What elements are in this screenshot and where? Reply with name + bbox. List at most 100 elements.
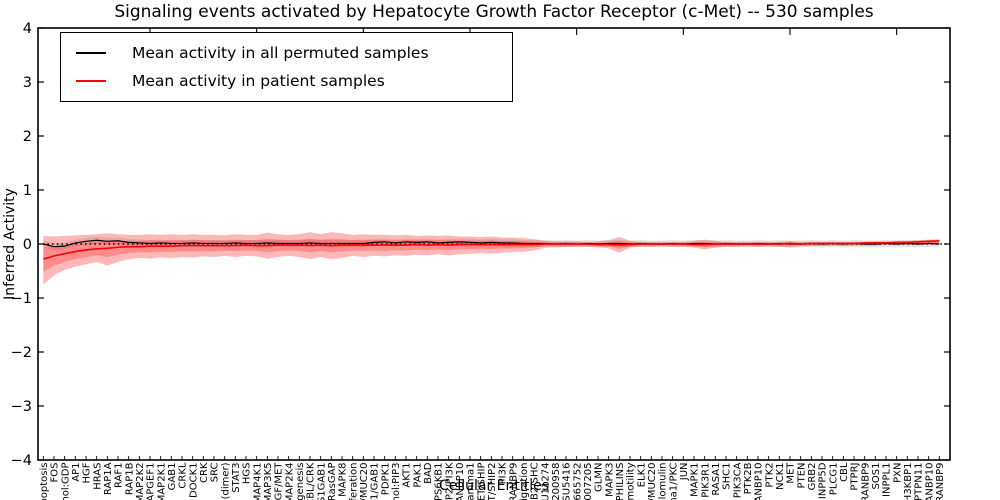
x-category-label: MAP3K5 [263,463,274,500]
x-category-label: cell migration [519,463,530,500]
x-category-label: STAT3 (dimer) [220,462,231,500]
x-category-label: FOS [50,463,61,483]
legend-item: Mean activity in patient samples [61,72,512,90]
x-category-label: PLCG1 [828,463,839,496]
x-category-label: RAF1 [114,463,125,489]
y-tick-label: −3 [11,399,32,415]
x-category-label: HGF/MET/CIN85/CBL/ENDOPHILINS [615,463,626,500]
x-category-label: PTEN [796,463,807,489]
x-category-label: HGF/MET/RANBP10 [455,463,466,500]
y-tick-label: 2 [23,129,32,145]
patient-std-band-inner [43,238,940,272]
x-category-label: PAK1 [412,463,423,488]
x-category-label: MAPK3 [604,463,615,497]
x-category-label: mol:GDP [60,463,71,500]
x-category-label: PTK2B [743,462,754,494]
x-category-label: INPPL1 [882,463,893,497]
x-category-label: SH3KBP1 [903,463,914,500]
x-category-label: cell morphogenesis [295,463,306,500]
x-category-label: GRB2 [807,463,818,491]
x-category-label: cell proliferation [348,463,359,500]
x-category-label: RAP1A [103,462,114,495]
permuted-std-band [43,236,940,251]
x-category-label: HGF/MET/SHIP2 [487,463,498,500]
x-category-label: SHC1 [722,463,733,490]
x-category-label: PXN [892,463,903,483]
x-category-label: GO:0007205 [583,463,594,500]
x-category-label: HGF [82,462,93,483]
x-category-label: MAPK1 [690,463,701,497]
x-category-label: INPP5D [818,462,829,499]
x-category-label: PI3K [498,462,509,484]
x-category-label: EntrezGene:200958 [551,463,562,500]
x-category-label: MET [786,462,797,484]
x-category-label: SOS1 [871,463,882,490]
x-category-label: PLCgamma1/PKC [668,462,679,500]
x-category-label: GRB2/SHC [530,462,541,500]
x-category-label: NCK/PLCgamma1 [466,463,477,500]
x-category-label: HGF/MET [274,462,285,500]
x-category-label: MAP4K1 [252,463,263,500]
x-category-label: NCK1 [775,463,786,490]
x-category-label: STAT3 [231,463,242,493]
x-category-label: HGF/MET/Paxillin/FAK1/FAK12/RasGAP [327,463,338,500]
x-category-label: mol:PIP3 [391,463,402,500]
x-category-label: HRAS [92,463,103,490]
x-category-label: RANBP10 [754,463,765,500]
x-category-label: SRC [210,462,221,482]
x-category-label: cell motility [626,462,637,500]
x-category-label: MAPK8 [338,463,349,497]
patient-std-band-outer [43,232,940,285]
chart-title: Signaling events activated by Hepatocyte… [114,2,874,22]
x-category-label: MET/MUC20 [647,463,658,500]
x-category-label: HGF/MET/RANBP9 [508,463,519,500]
x-category-label: MAP2K2 [135,463,146,500]
x-category-label: PDPK1 [380,463,391,496]
line-swatch-patient [76,80,106,83]
x-category-label: RPS6KB1 [434,463,445,500]
legend-item: Mean activity in all permuted samples [61,44,512,62]
legend: Mean activity in all permuted samples Me… [60,32,513,102]
x-category-label: RAP1B [124,462,135,495]
x-category-label: PTK2 [764,463,775,488]
x-category-label: MAP2K1 [156,463,167,500]
x-category-label: MET/RANBP10 [924,463,935,500]
x-category-label: MET/RANBP9 [935,463,946,500]
x-category-label: MET/Glomulin [658,463,669,500]
x-category-label: ELK1 [636,463,647,488]
y-tick-label: −2 [11,345,32,361]
x-category-label: mol:PHA665752 [572,463,583,500]
x-category-label: CBL/CRK [306,462,317,500]
x-category-label: PTPN11 [914,463,925,500]
y-tick-label: 1 [23,183,32,199]
x-category-label: CBL [839,462,850,482]
x-category-label: RANBP9 [860,463,871,500]
x-category-label: SHP2/GRB2/SOS1/GAB1 [370,463,381,500]
legend-label: Mean activity in all permuted samples [132,43,429,62]
x-category-label: AKT1 [402,463,413,488]
x-axis-label: Cellular Entities [438,478,550,494]
x-category-label: CRK [199,462,210,483]
x-category-label: HGF/MET/SHIP [476,463,487,500]
line-swatch-permuted [76,51,106,54]
x-category-label: HGF/MET/MUC20 [359,463,370,500]
y-tick-label: 4 [23,21,32,37]
patient-mean-line [43,239,940,260]
x-category-label: DOCK1 [188,463,199,498]
x-category-label: GAB1/CRKL/SHP2/PI3K [444,462,455,500]
x-category-label: BAD [423,462,434,484]
x-category-label: JUN [679,463,690,482]
x-category-label: SHP2/GRB2/SOS1GAB1 [316,463,327,500]
y-tick-label: −1 [11,291,32,307]
x-category-label: MAP2K4 [284,463,295,500]
x-category-label: CRKL [178,462,189,488]
x-category-label: PIK3CA [732,462,743,498]
x-category-label: GAB1 [167,463,178,491]
x-category-label: PIK3R1 [700,463,711,498]
x-category-label: PTPRJ [850,463,861,491]
y-tick-label: −4 [11,453,32,469]
x-category-label: apoptosis [39,463,50,500]
x-category-label: HGS [242,463,253,485]
y-tick-label: 0 [23,237,32,253]
